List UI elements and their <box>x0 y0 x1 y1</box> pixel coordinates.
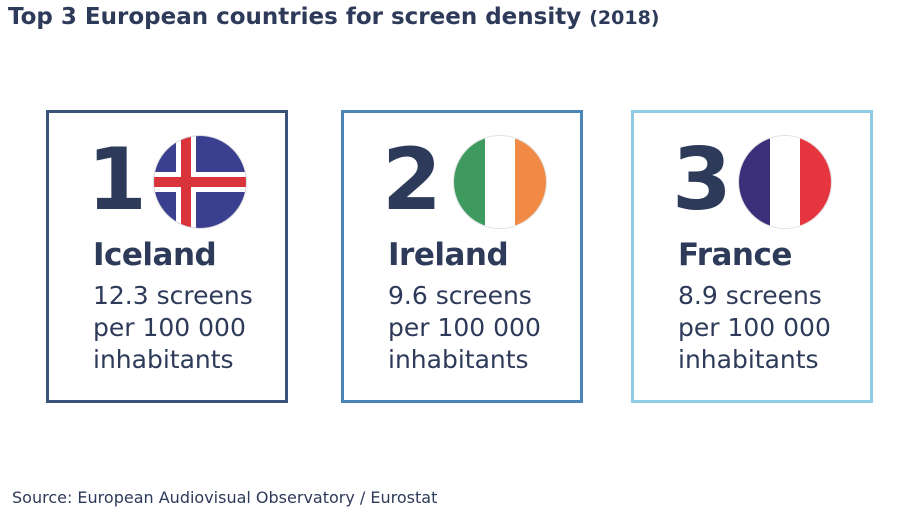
ireland-flag-orange <box>515 136 546 228</box>
value-unit-line-1: per 100 000 <box>388 313 541 342</box>
source-note: Source: European Audiovisual Observatory… <box>12 488 438 507</box>
iceland-flag-icon <box>154 136 246 228</box>
value-unit-line-2: inhabitants <box>678 345 819 374</box>
ireland-flag-white <box>485 136 515 228</box>
rank-card-3: 3 France 8.9 screens per 100 000 inhabit… <box>631 110 873 403</box>
rank-number: 2 <box>382 130 442 230</box>
ireland-flag-icon <box>454 136 546 228</box>
value-unit-line-2: inhabitants <box>93 345 234 374</box>
value-unit-line-1: per 100 000 <box>678 313 831 342</box>
chart-title-text: Top 3 European countries for screen dens… <box>8 4 582 30</box>
chart-title: Top 3 European countries for screen dens… <box>8 4 659 30</box>
value-description: 8.9 screens per 100 000 inhabitants <box>678 280 831 376</box>
value-text: 9.6 screens <box>388 281 532 310</box>
france-flag-icon <box>739 136 831 228</box>
country-name: France <box>678 237 792 273</box>
ireland-flag-green <box>454 136 485 228</box>
france-flag-blue <box>739 136 770 228</box>
rank-number: 3 <box>672 130 732 230</box>
value-text: 8.9 screens <box>678 281 822 310</box>
france-flag-white <box>770 136 800 228</box>
iceland-flag-red-cross-h <box>154 177 246 187</box>
chart-title-year: (2018) <box>589 7 660 29</box>
value-description: 12.3 screens per 100 000 inhabitants <box>93 280 253 376</box>
rank-number: 1 <box>87 130 147 230</box>
country-name: Iceland <box>93 237 217 273</box>
rank-card-2: 2 Ireland 9.6 screens per 100 000 inhabi… <box>341 110 583 403</box>
country-name: Ireland <box>388 237 509 273</box>
value-text: 12.3 screens <box>93 281 253 310</box>
france-flag-red <box>800 136 831 228</box>
value-unit-line-2: inhabitants <box>388 345 529 374</box>
value-unit-line-1: per 100 000 <box>93 313 246 342</box>
rank-card-1: 1 Iceland 12.3 screens per 100 000 inhab… <box>46 110 288 403</box>
value-description: 9.6 screens per 100 000 inhabitants <box>388 280 541 376</box>
